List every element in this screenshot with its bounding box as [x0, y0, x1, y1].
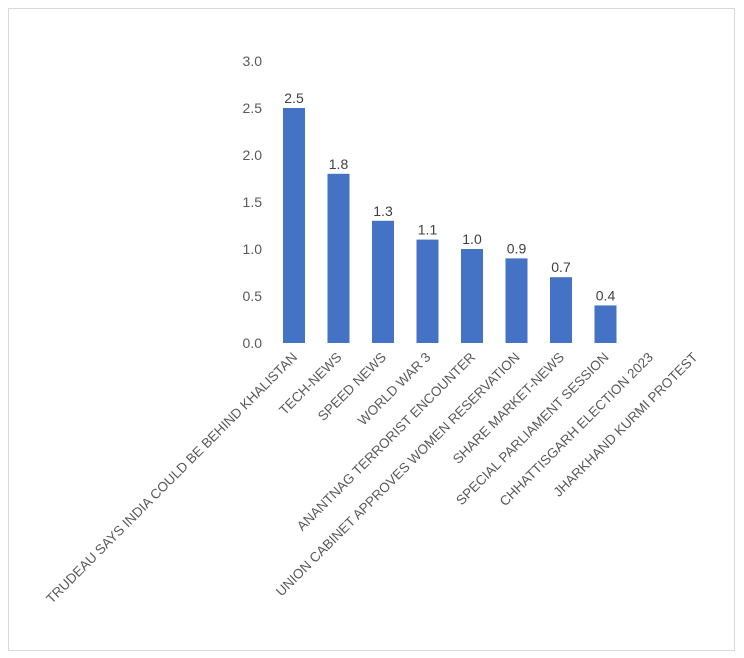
y-tick-label: 3.0: [243, 53, 263, 69]
y-tick-label: 1.5: [243, 194, 263, 210]
data-label: 1.0: [462, 231, 482, 247]
y-tick-label: 0.5: [243, 288, 263, 304]
bar: [372, 220, 394, 343]
y-tick-label: 1.0: [243, 241, 263, 257]
data-label: 0.4: [596, 287, 616, 303]
y-tick-label: 2.0: [243, 147, 263, 163]
data-label: 2.5: [284, 90, 304, 106]
bar: [505, 258, 528, 343]
data-label: 1.1: [418, 222, 438, 238]
bar: [550, 277, 572, 343]
bar: [461, 249, 483, 343]
y-tick-label: 2.5: [243, 100, 263, 116]
bar: [416, 239, 439, 343]
data-label: 0.9: [507, 240, 527, 256]
data-label: 1.3: [373, 203, 393, 219]
data-label: 0.7: [551, 259, 571, 275]
bar: [283, 108, 305, 343]
bar: [594, 305, 617, 343]
data-label: 1.8: [329, 156, 349, 172]
bar: [327, 173, 350, 343]
category-label: TRUDEAU SAYS INDIA COULD BE BEHIND KHALI…: [43, 350, 300, 607]
y-tick-label: 0.0: [243, 335, 263, 351]
